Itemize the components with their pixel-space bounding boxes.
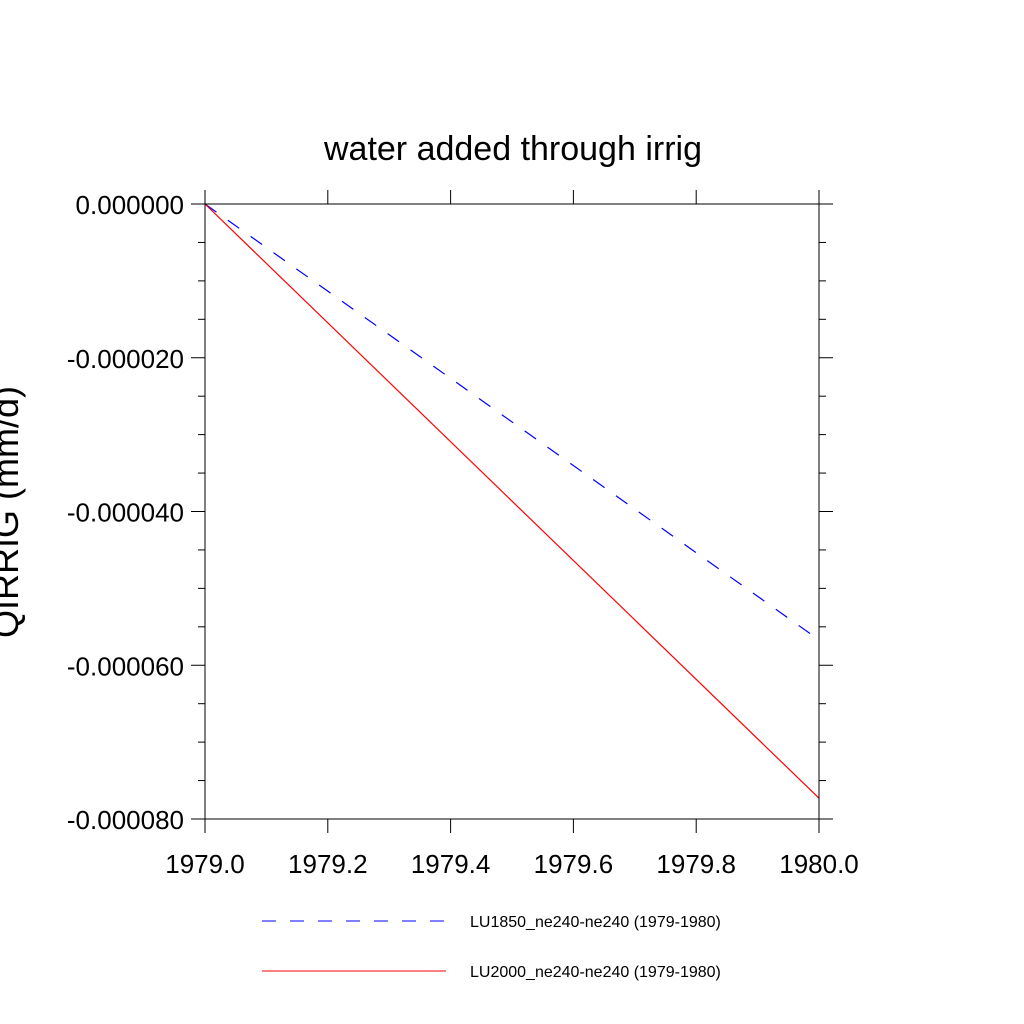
legend: LU1850_ne240-ne240 (1979-1980) LU2000_ne2…	[262, 914, 721, 981]
y-tick-label: -0.000020	[67, 344, 184, 374]
x-tick-label: 1979.2	[288, 849, 368, 879]
x-tick-label: 1980.0	[779, 849, 859, 879]
y-tick-label: -0.000080	[67, 805, 184, 835]
x-tick-labels: 1979.0 1979.2 1979.4 1979.6 1979.8 1980.0	[165, 849, 859, 879]
plot-frame	[204, 203, 820, 820]
x-tick-label: 1979.6	[534, 849, 614, 879]
series-layer	[204, 203, 820, 799]
legend-label-1: LU1850_ne240-ne240 (1979-1980)	[470, 914, 721, 931]
x-tick-label: 1979.4	[411, 849, 491, 879]
y-tick-label: 0.000000	[76, 190, 184, 220]
ticks-layer	[191, 190, 833, 833]
y-tick-label: -0.000060	[67, 651, 184, 681]
legend-label-2: LU2000_ne240-ne240 (1979-1980)	[470, 964, 721, 981]
y-tick-label: -0.000040	[67, 498, 184, 528]
series-line-2	[204, 203, 820, 799]
chart-title: water added through irrig	[323, 130, 702, 168]
x-tick-label: 1979.0	[165, 849, 245, 879]
y-axis-label: QIRRIG (mm/d)	[0, 386, 26, 638]
series-line-1	[204, 203, 820, 641]
y-tick-labels: 0.000000 -0.000020 -0.000040 -0.000060 -0.00…	[67, 190, 184, 835]
x-tick-label: 1979.8	[656, 849, 736, 879]
